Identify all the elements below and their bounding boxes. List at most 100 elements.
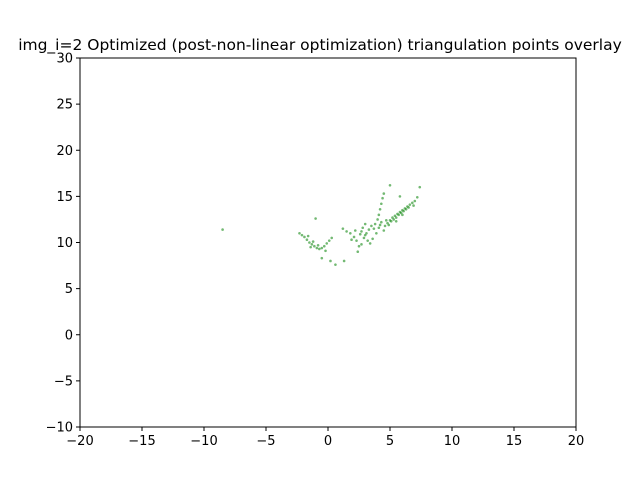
scatter-point: [352, 235, 356, 239]
y-tick-label: −5: [54, 374, 73, 389]
points-layer: [221, 184, 422, 266]
scatter-point: [371, 237, 374, 241]
scatter-point: [389, 219, 393, 223]
scatter-point: [303, 235, 306, 239]
scatter-point: [318, 247, 321, 251]
scatter-point: [391, 216, 394, 219]
scatter-point: [376, 218, 379, 221]
scatter-point: [342, 259, 346, 263]
scatter-point: [325, 242, 329, 245]
x-tick-label: 20: [568, 434, 585, 449]
scatter-point: [309, 245, 312, 249]
scatter-point: [322, 244, 326, 248]
scatter-point: [315, 246, 319, 250]
scatter-point: [300, 233, 304, 237]
scatter-point: [378, 223, 382, 227]
scatter-point: [310, 243, 314, 246]
plot-frame: [79, 57, 577, 428]
scatter-point: [378, 207, 382, 211]
scatter-point: [387, 223, 391, 227]
scatter-point: [415, 195, 419, 199]
scatter-point: [356, 250, 360, 254]
scatter-point: [306, 234, 310, 238]
y-tick-label: 5: [65, 282, 73, 297]
scatter-point: [382, 229, 386, 232]
scatter-point: [411, 201, 414, 205]
y-tick-label: 30: [56, 52, 73, 67]
scatter-point: [370, 224, 373, 228]
x-tick-label: −15: [128, 434, 155, 449]
y-tick-label: 15: [56, 190, 73, 205]
scatter-point: [418, 185, 422, 189]
y-tick-label: 0: [65, 328, 73, 343]
scatter-point: [314, 217, 317, 220]
scatter-point: [327, 239, 331, 242]
scatter-point: [360, 243, 363, 246]
scatter-point: [341, 227, 345, 230]
x-tick-label: 0: [324, 434, 332, 449]
scatter-point: [308, 241, 311, 244]
scatter-point: [404, 207, 408, 211]
y-tick-label: 10: [56, 236, 73, 251]
scatter-point: [392, 218, 396, 221]
scatter-point: [320, 246, 324, 250]
scatter-point: [221, 228, 224, 231]
axes-layer: −20 −15 −10 −5 0 5 10 15 20 −10 −5 0 5 10 15 20 25 30: [46, 52, 585, 450]
scatter-point: [375, 231, 378, 235]
scatter-point: [380, 220, 383, 224]
scatter-point: [329, 259, 332, 263]
scatter-point: [360, 230, 363, 233]
chart-title: img_i=2 Optimized (post-non-linear optim…: [18, 36, 622, 55]
scatter-point: [373, 222, 377, 226]
y-tick-label: 20: [56, 144, 73, 159]
scatter-point: [408, 203, 412, 206]
scatter-point: [413, 199, 417, 203]
scatter-point: [412, 204, 415, 207]
scatter-point: [398, 195, 402, 198]
scatter-point: [388, 184, 392, 187]
scatter-point: [357, 244, 361, 248]
scatter-point: [311, 240, 315, 243]
scatter-point: [350, 238, 353, 242]
scatter-point: [383, 224, 387, 228]
scatter-point: [345, 230, 348, 233]
scatter-point: [324, 249, 327, 253]
scatter-point: [363, 233, 367, 237]
scatter-point: [362, 236, 366, 240]
y-tick-label: 25: [56, 98, 73, 113]
scatter-point: [380, 202, 383, 206]
scatter-point: [365, 231, 368, 235]
scatter-point: [377, 213, 381, 217]
scatter-point: [407, 206, 410, 209]
scatter-point: [397, 213, 400, 217]
scatter-point: [353, 229, 357, 232]
scatter-point: [334, 263, 337, 266]
scatter-point: [320, 256, 324, 260]
scatter-point: [305, 238, 309, 242]
scatter-point: [316, 243, 320, 247]
scatter-point: [382, 192, 386, 195]
scatter-point: [358, 232, 362, 236]
scatter-point: [402, 209, 405, 213]
x-tick-label: −20: [66, 434, 93, 449]
scatter-point: [372, 227, 376, 230]
scatter-point: [401, 213, 404, 217]
scatter-point: [313, 244, 316, 248]
scatter-point: [393, 214, 397, 218]
x-tick-label: −10: [190, 434, 217, 449]
x-tick-label: 10: [444, 434, 461, 449]
scatter-point: [363, 222, 367, 226]
scatter-point: [298, 231, 301, 235]
scatter-point: [366, 239, 369, 242]
scatter-point: [349, 231, 352, 235]
scatter-point: [355, 239, 358, 242]
scatter-point: [330, 236, 334, 240]
scatter-point: [394, 219, 398, 223]
scatter-point: [399, 211, 403, 215]
scatter-point: [367, 228, 371, 231]
x-tick-label: −5: [256, 434, 275, 449]
scatter-point: [368, 242, 372, 245]
scatter-point: [361, 226, 365, 230]
scatter-point: [381, 196, 384, 200]
